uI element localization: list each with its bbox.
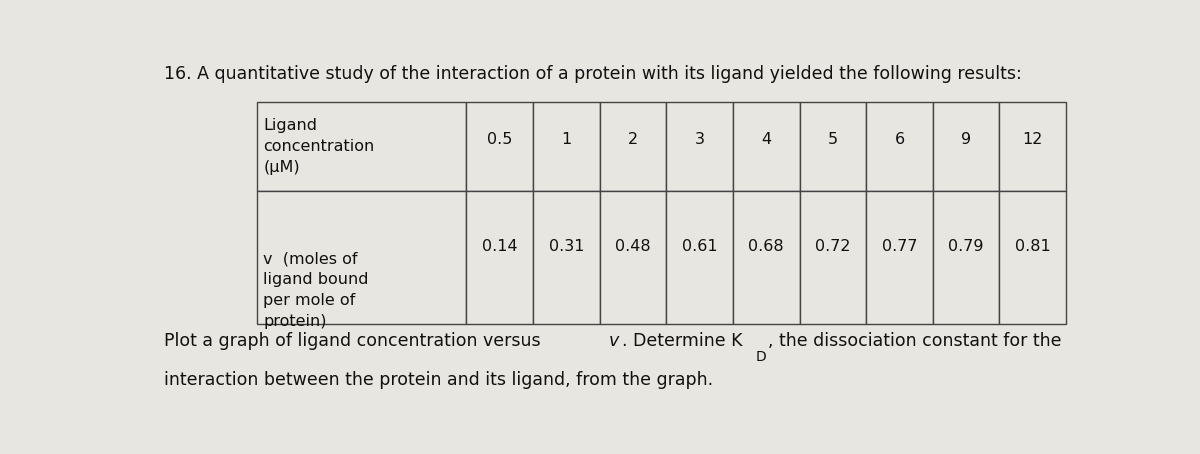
Text: 0.48: 0.48 <box>616 239 650 254</box>
Text: , the dissociation constant for the: , the dissociation constant for the <box>768 332 1061 350</box>
Bar <box>666 191 733 324</box>
Text: 12: 12 <box>1022 132 1043 147</box>
Bar <box>866 191 932 324</box>
Text: 0.31: 0.31 <box>548 239 584 254</box>
Text: 0.79: 0.79 <box>948 239 984 254</box>
Text: v: v <box>608 332 619 350</box>
Text: Ligand
concentration
(μM): Ligand concentration (μM) <box>264 118 374 175</box>
Bar <box>1000 191 1066 324</box>
Text: 0.5: 0.5 <box>487 132 512 147</box>
Bar <box>666 102 733 191</box>
Bar <box>1000 102 1066 191</box>
Bar <box>600 191 666 324</box>
Bar <box>467 191 533 324</box>
Bar <box>533 102 600 191</box>
Text: 2: 2 <box>628 132 638 147</box>
Text: v  (moles of
ligand bound
per mole of
protein): v (moles of ligand bound per mole of pro… <box>264 252 368 330</box>
Bar <box>799 102 866 191</box>
Text: 0.68: 0.68 <box>749 239 784 254</box>
Text: . Determine K: . Determine K <box>622 332 742 350</box>
Bar <box>533 191 600 324</box>
Bar <box>799 191 866 324</box>
Text: 0.77: 0.77 <box>882 239 917 254</box>
Bar <box>257 102 467 191</box>
Text: interaction between the protein and its ligand, from the graph.: interaction between the protein and its … <box>164 371 713 389</box>
Bar <box>866 102 932 191</box>
Text: 9: 9 <box>961 132 971 147</box>
Bar <box>467 102 533 191</box>
Text: 16. A quantitative study of the interaction of a protein with its ligand yielded: 16. A quantitative study of the interact… <box>164 65 1021 83</box>
Bar <box>932 102 1000 191</box>
Bar <box>733 191 799 324</box>
Text: 4: 4 <box>761 132 772 147</box>
Text: 5: 5 <box>828 132 838 147</box>
Text: Plot a graph of ligand concentration versus: Plot a graph of ligand concentration ver… <box>164 332 546 350</box>
Text: 0.81: 0.81 <box>1015 239 1051 254</box>
Text: 1: 1 <box>562 132 571 147</box>
Text: 0.72: 0.72 <box>815 239 851 254</box>
Bar <box>733 102 799 191</box>
Text: 6: 6 <box>894 132 905 147</box>
Text: 0.61: 0.61 <box>682 239 718 254</box>
Text: D: D <box>756 350 767 364</box>
Bar <box>600 102 666 191</box>
Text: 3: 3 <box>695 132 704 147</box>
Bar <box>932 191 1000 324</box>
Text: 0.14: 0.14 <box>482 239 517 254</box>
Bar <box>257 191 467 324</box>
